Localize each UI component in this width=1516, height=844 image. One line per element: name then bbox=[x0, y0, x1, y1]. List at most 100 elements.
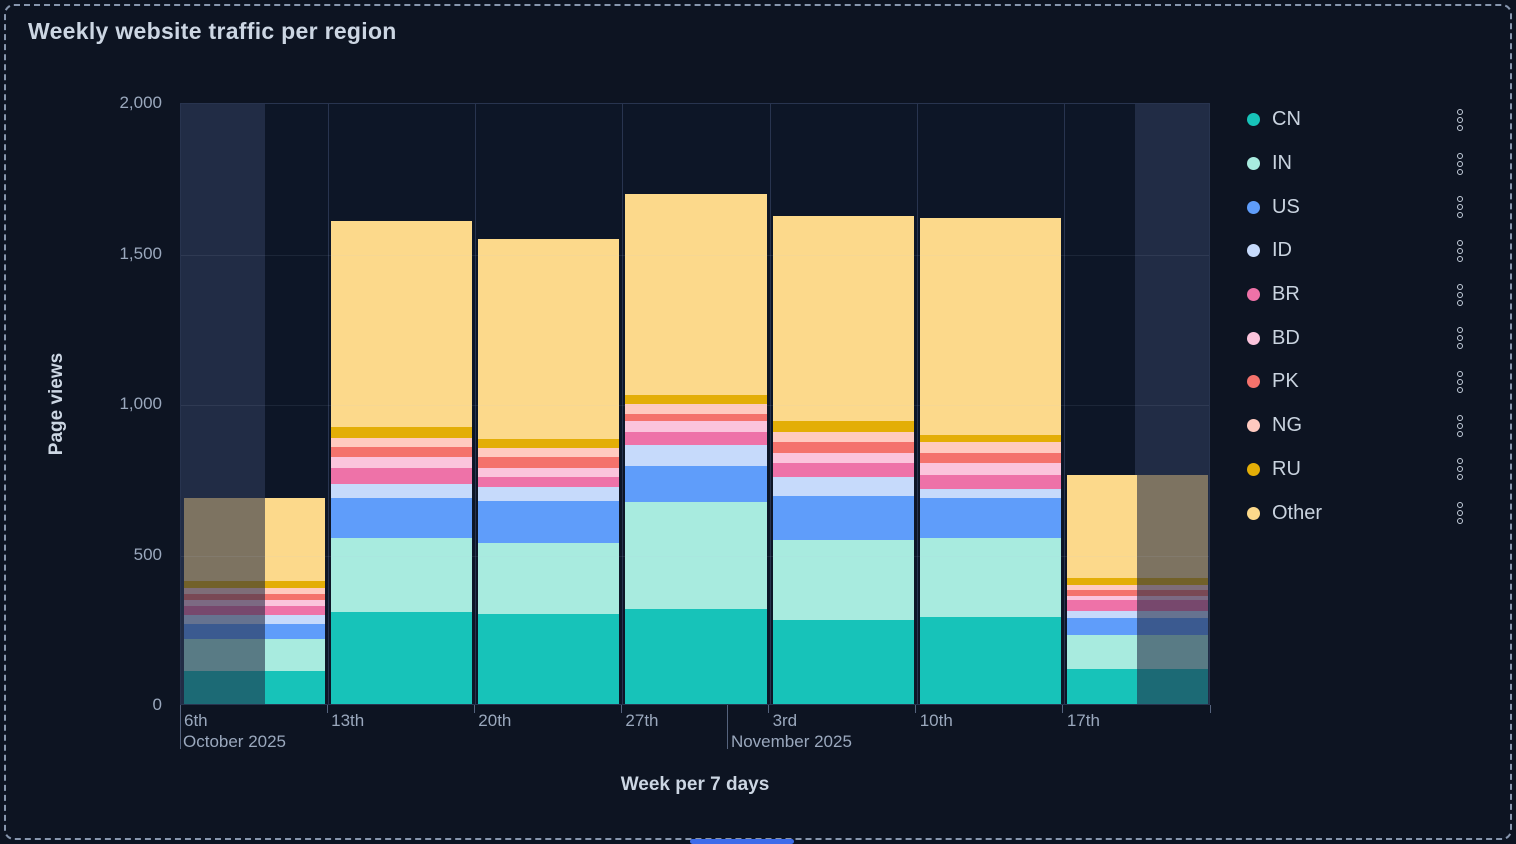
bar-segment-cn[interactable] bbox=[478, 613, 620, 704]
x-tick-mark bbox=[1209, 705, 1211, 713]
x-tick-label: 10th bbox=[919, 711, 953, 730]
bar-segment-br[interactable] bbox=[331, 467, 473, 485]
legend-item-bd[interactable]: BD bbox=[1247, 316, 1465, 360]
kebab-dot bbox=[1457, 502, 1463, 509]
bar-segment-us[interactable] bbox=[625, 466, 767, 503]
bar-segment-us[interactable] bbox=[478, 500, 620, 543]
kebab-menu-icon[interactable] bbox=[1457, 196, 1463, 219]
bar-segment-ng[interactable] bbox=[919, 442, 1061, 453]
bar-segment-ru[interactable] bbox=[625, 395, 767, 405]
bar-segment-bd[interactable] bbox=[625, 421, 767, 432]
kebab-menu-icon[interactable] bbox=[1457, 239, 1463, 262]
legend-item-us[interactable]: US bbox=[1247, 185, 1465, 229]
kebab-menu-icon[interactable] bbox=[1457, 152, 1463, 175]
bar-segment-in[interactable] bbox=[772, 539, 914, 620]
bar-segment-br[interactable] bbox=[772, 463, 914, 477]
legend-item-other[interactable]: Other bbox=[1247, 491, 1465, 535]
bar-segment-id[interactable] bbox=[331, 484, 473, 498]
bar-segment-br[interactable] bbox=[1066, 600, 1208, 611]
kebab-dot bbox=[1457, 247, 1463, 254]
bar-27th[interactable] bbox=[625, 193, 767, 704]
bar-segment-other[interactable] bbox=[184, 497, 326, 581]
bar-segment-ru[interactable] bbox=[1066, 577, 1208, 586]
bar-segment-ru[interactable] bbox=[184, 580, 326, 589]
bar-segment-cn[interactable] bbox=[625, 609, 767, 704]
bar-segment-bd[interactable] bbox=[772, 452, 914, 464]
legend-item-ru[interactable]: RU bbox=[1247, 448, 1465, 492]
bar-segment-in[interactable] bbox=[1066, 634, 1208, 670]
bar-segment-br[interactable] bbox=[919, 475, 1061, 489]
bar-20th[interactable] bbox=[478, 238, 620, 704]
bar-segment-in[interactable] bbox=[184, 639, 326, 671]
bar-segment-br[interactable] bbox=[478, 476, 620, 488]
bar-segment-cn[interactable] bbox=[1066, 669, 1208, 704]
bar-segment-ng[interactable] bbox=[478, 448, 620, 458]
bar-segment-us[interactable] bbox=[772, 496, 914, 540]
legend-item-ng[interactable]: NG bbox=[1247, 404, 1465, 448]
bar-segment-pk[interactable] bbox=[772, 442, 914, 453]
kebab-menu-icon[interactable] bbox=[1457, 108, 1463, 131]
kebab-dot bbox=[1457, 283, 1463, 290]
bar-segment-bd[interactable] bbox=[331, 457, 473, 468]
bar-segment-us[interactable] bbox=[1066, 618, 1208, 635]
kebab-dot bbox=[1457, 386, 1463, 393]
bar-segment-id[interactable] bbox=[625, 445, 767, 467]
kebab-menu-icon[interactable] bbox=[1457, 327, 1463, 350]
bar-17th[interactable] bbox=[1066, 475, 1208, 704]
legend-item-br[interactable]: BR bbox=[1247, 273, 1465, 317]
bar-segment-cn[interactable] bbox=[772, 619, 914, 704]
bar-segment-id[interactable] bbox=[919, 488, 1061, 498]
bar-segment-id[interactable] bbox=[772, 476, 914, 497]
kebab-menu-icon[interactable] bbox=[1457, 370, 1463, 393]
bar-segment-other[interactable] bbox=[772, 216, 914, 422]
bar-segment-br[interactable] bbox=[184, 606, 326, 616]
bar-segment-other[interactable] bbox=[919, 217, 1061, 435]
bar-segment-other[interactable] bbox=[331, 220, 473, 428]
bar-segment-us[interactable] bbox=[331, 497, 473, 539]
bar-3rd[interactable] bbox=[772, 216, 914, 704]
bar-segment-id[interactable] bbox=[478, 487, 620, 501]
bar-segment-other[interactable] bbox=[625, 193, 767, 396]
bar-10th[interactable] bbox=[919, 217, 1061, 704]
legend-item-id[interactable]: ID bbox=[1247, 229, 1465, 273]
legend-item-pk[interactable]: PK bbox=[1247, 360, 1465, 404]
bar-segment-cn[interactable] bbox=[184, 670, 326, 704]
bar-6th[interactable] bbox=[184, 497, 326, 704]
bar-segment-ru[interactable] bbox=[919, 434, 1061, 443]
bar-segment-ng[interactable] bbox=[331, 437, 473, 447]
bar-segment-us[interactable] bbox=[919, 497, 1061, 539]
kebab-menu-icon[interactable] bbox=[1457, 458, 1463, 481]
kebab-menu-icon[interactable] bbox=[1457, 414, 1463, 437]
bar-segment-other[interactable] bbox=[478, 238, 620, 440]
bar-segment-id[interactable] bbox=[184, 615, 326, 625]
bar-segment-cn[interactable] bbox=[331, 612, 473, 704]
plot-area bbox=[180, 103, 1210, 705]
bar-segment-ru[interactable] bbox=[478, 439, 620, 449]
bar-segment-ng[interactable] bbox=[625, 404, 767, 414]
bar-segment-us[interactable] bbox=[184, 624, 326, 640]
kebab-menu-icon[interactable] bbox=[1457, 502, 1463, 525]
bar-segment-pk[interactable] bbox=[331, 446, 473, 458]
bar-segment-pk[interactable] bbox=[919, 452, 1061, 464]
kebab-menu-icon[interactable] bbox=[1457, 283, 1463, 306]
vertical-gridline bbox=[769, 104, 771, 704]
bar-segment-ru[interactable] bbox=[331, 427, 473, 438]
bar-segment-br[interactable] bbox=[625, 431, 767, 446]
bar-segment-cn[interactable] bbox=[919, 616, 1061, 704]
bar-segment-in[interactable] bbox=[478, 542, 620, 614]
bar-segment-other[interactable] bbox=[1066, 475, 1208, 578]
bar-segment-in[interactable] bbox=[625, 502, 767, 610]
bar-segment-in[interactable] bbox=[331, 538, 473, 613]
bar-segment-id[interactable] bbox=[1066, 610, 1208, 619]
bar-segment-bd[interactable] bbox=[919, 463, 1061, 476]
bar-segment-pk[interactable] bbox=[625, 413, 767, 422]
bar-segment-bd[interactable] bbox=[478, 467, 620, 477]
bar-segment-ng[interactable] bbox=[772, 431, 914, 443]
bar-segment-ru[interactable] bbox=[772, 421, 914, 432]
bar-segment-in[interactable] bbox=[919, 538, 1061, 617]
bar-13th[interactable] bbox=[331, 220, 473, 704]
kebab-dot bbox=[1457, 124, 1463, 131]
legend-item-in[interactable]: IN bbox=[1247, 142, 1465, 186]
bar-segment-pk[interactable] bbox=[478, 457, 620, 468]
legend-item-cn[interactable]: CN bbox=[1247, 98, 1465, 142]
